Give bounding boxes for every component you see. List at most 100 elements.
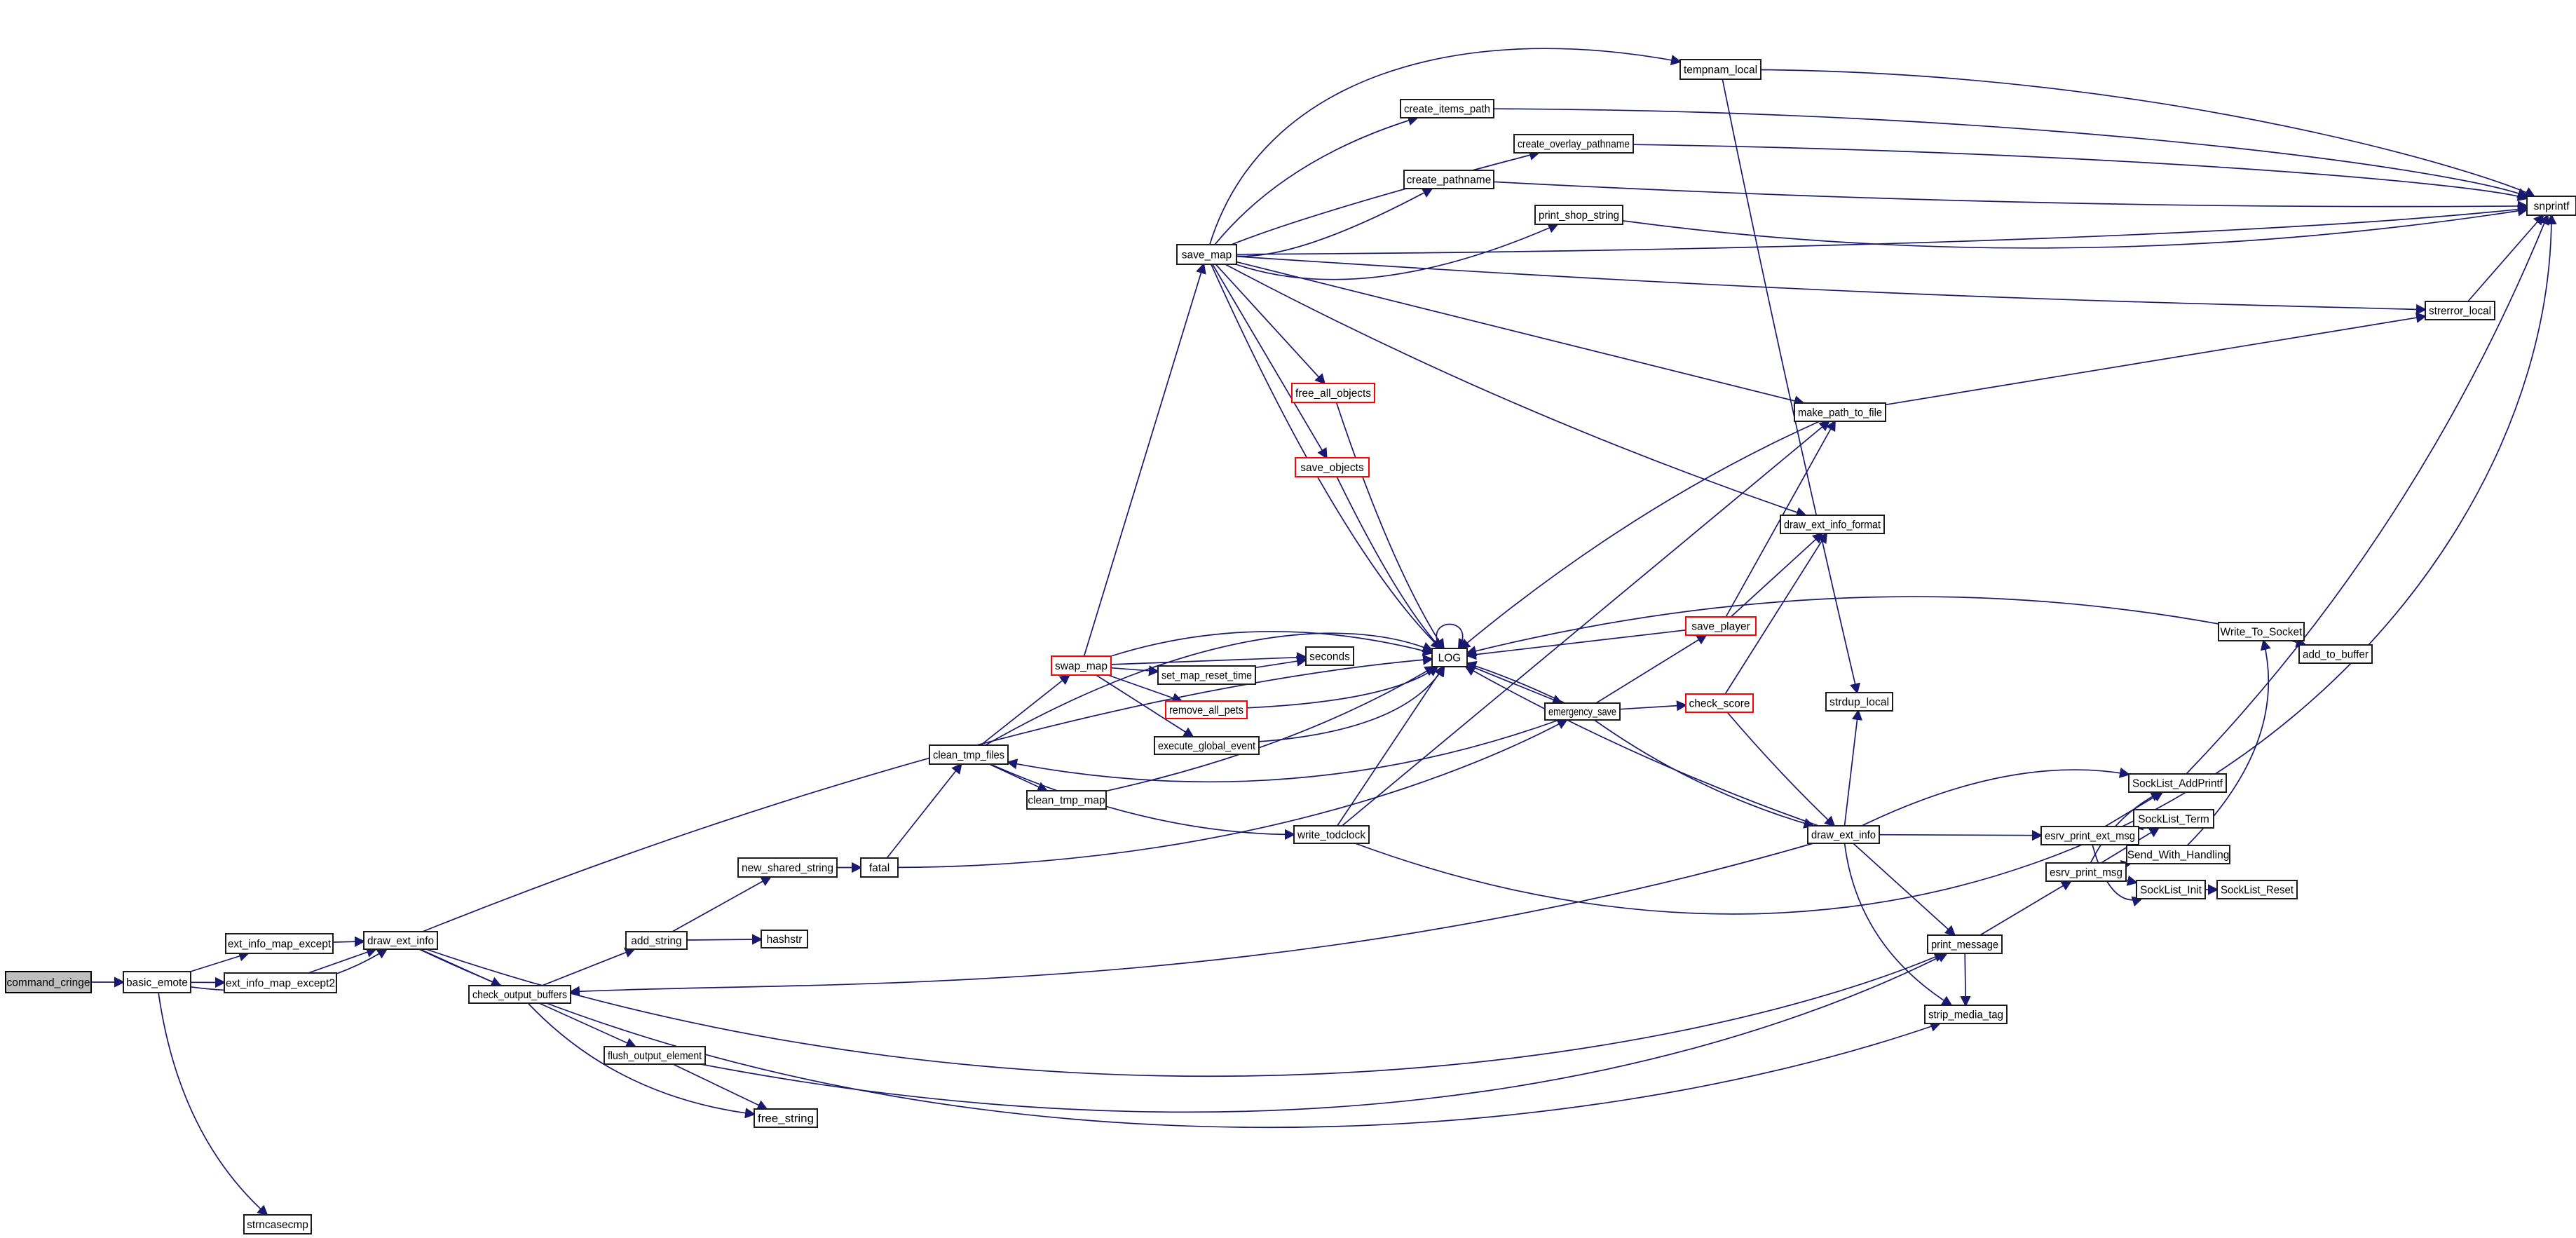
graph-node-save_map[interactable]: save_map [1176,244,1237,265]
graph-node-clean_tmp_files[interactable]: clean_tmp_files [929,744,1009,765]
graph-edge-add_string-to-new_shared_string [672,876,772,932]
graph-node-check_score[interactable]: check_score [1685,693,1754,713]
graph-node-flush_output_element[interactable]: flush_output_element [604,1046,706,1065]
graph-node-esrv_print_msg[interactable]: esrv_print_msg [2045,862,2127,882]
graph-node-SockList_AddPrintf[interactable]: SockList_AddPrintf [2128,773,2227,793]
graph-edge-draw_ext_info_r-to-check_output_buffers [568,843,1813,997]
graph-edge-emergency_save-to-save_player [1595,634,1708,704]
graph-node-write_todclock[interactable]: write_todclock [1293,825,1370,844]
graph-node-label: strip_media_tag [1928,1009,2003,1021]
graph-edge-check_score-to-draw_ext_info_format [1724,532,1828,695]
graph-edge-draw_ext_info_r-to-LOG [1464,665,1819,827]
graph-node-label: strerror_local [2429,306,2491,318]
graph-node-label: strncasecmp [247,1219,308,1231]
graph-node-tempnam_local[interactable]: tempnam_local [1679,59,1761,80]
graph-node-save_objects[interactable]: save_objects [1295,457,1370,477]
graph-node-set_map_reset_time[interactable]: set_map_reset_time [1157,665,1256,685]
graph-node-create_overlay_pathname[interactable]: create_overlay_pathname [1513,134,1634,154]
graph-node-execute_global_event[interactable]: execute_global_event [1154,736,1260,755]
graph-node-label: create_pathname [1407,175,1492,186]
graph-node-strip_media_tag[interactable]: strip_media_tag [1924,1005,2008,1024]
graph-edge-execute_global_event-to-LOG [1258,665,1445,742]
graph-edge-save_player-to-LOG [1465,629,1686,660]
graph-node-strdup_local[interactable]: strdup_local [1825,692,1893,712]
graph-edge-set_map_reset_time-to-seconds [1255,655,1308,669]
graph-node-label: remove_all_pets [1169,705,1243,716]
graph-edge-add_string-to-hashstr [686,934,763,945]
graph-edge-esrv_print_ext_msg-to-SockList_Init [2092,844,2144,907]
graph-node-Write_To_Socket[interactable]: Write_To_Socket [2218,622,2305,641]
graph-edge-write_todclock-to-snprintf [1355,213,2557,915]
graph-node-remove_all_pets[interactable]: remove_all_pets [1165,700,1248,719]
graph-node-strerror_local[interactable]: strerror_local [2425,301,2495,320]
graph-node-SockList_Init[interactable]: SockList_Init [2136,880,2206,899]
graph-node-SockList_Reset[interactable]: SockList_Reset [2216,880,2298,899]
graph-node-label: LOG [1438,653,1461,665]
graph-edge-strerror_local-to-snprintf [2467,214,2544,302]
graph-node-Send_With_Handling[interactable]: Send_With_Handling [2126,845,2230,864]
graph-edge-make_path_to_file-to-LOG [1459,421,1820,650]
graph-edge-draw_ext_info_r-to-SockList_AddPrintf [1861,767,2131,827]
graph-edge-draw_ext_info_r-to-print_message [1853,843,1956,937]
graph-node-ext_info_map_except[interactable]: ext_info_map_except [225,933,334,954]
graph-node-draw_ext_info_r[interactable]: draw_ext_info [1807,825,1880,844]
graph-node-fatal[interactable]: fatal [860,857,899,878]
graph-node-label: ext_info_map_except [228,939,332,951]
graph-node-clean_tmp_map[interactable]: clean_tmp_map [1026,790,1107,810]
graph-edge-ext_info_map_except2-to-draw_ext_info_l [308,947,378,974]
graph-node-create_pathname[interactable]: create_pathname [1403,170,1494,189]
graph-node-label: free_all_objects [1295,388,1371,400]
graph-node-add_string[interactable]: add_string [625,931,688,950]
graph-node-basic_emote[interactable]: basic_emote [123,971,191,993]
graph-edge-tempnam_local-to-strdup_local [1722,79,1860,695]
graph-node-label: draw_ext_info_format [1784,519,1881,531]
graph-node-emergency_save[interactable]: emergency_save [1544,702,1621,721]
graph-edge-clean_tmp_files-to-LOG [985,632,1434,746]
graph-node-new_shared_string[interactable]: new_shared_string [737,857,838,878]
graph-node-print_shop_string[interactable]: print_shop_string [1534,205,1623,225]
graph-node-esrv_print_ext_msg[interactable]: esrv_print_ext_msg [2040,826,2139,845]
graph-edge-save_map-to-create_pathname [1236,187,1433,257]
graph-node-label: add_string [631,935,681,947]
graph-edge-basic_emote-to-strncasecmp [158,992,268,1216]
graph-node-create_items_path[interactable]: create_items_path [1400,99,1494,118]
graph-edge-print_shop_string-to-snprintf [1622,205,2529,249]
graph-node-free_all_objects[interactable]: free_all_objects [1291,383,1375,403]
graph-edge-save_map-to-print_shop_string [1235,223,1559,280]
graph-node-hashstr[interactable]: hashstr [761,930,808,948]
graph-edge-clean_tmp_files-to-write_todclock [990,763,1296,841]
graph-node-ext_info_map_except2[interactable]: ext_info_map_except2 [224,972,337,993]
graph-edge-check_output_buffers-to-flush_output_element [538,1002,637,1048]
graph-node-seconds[interactable]: seconds [1305,646,1354,666]
graph-node-label: check_output_buffers [472,989,567,1001]
graph-edge-save_player-to-draw_ext_info_format [1730,532,1824,618]
graph-edge-swap_map-to-remove_all_pets [1108,674,1183,703]
graph-node-SockList_Term[interactable]: SockList_Term [2133,809,2214,829]
graph-node-add_to_buffer[interactable]: add_to_buffer [2298,644,2373,664]
graph-node-strncasecmp[interactable]: strncasecmp [243,1214,312,1234]
graph-node-label: create_items_path [1404,104,1490,116]
graph-node-label: save_map [1182,250,1232,261]
graph-edge-emergency_save-to-LOG [1465,660,1565,704]
graph-edge-make_path_to_file-to-strerror_local [1885,312,2427,406]
graph-node-LOG[interactable]: LOG [1431,648,1468,667]
graph-node-label: free_string [758,1113,814,1125]
graph-node-swap_map[interactable]: swap_map [1051,655,1112,676]
graph-node-label: add_to_buffer [2303,649,2369,661]
graph-node-make_path_to_file[interactable]: make_path_to_file [1794,402,1886,422]
graph-node-snprintf[interactable]: snprintf [2526,196,2576,216]
graph-edge-save_map-to-strerror_local [1236,255,2427,315]
graph-node-draw_ext_info_l[interactable]: draw_ext_info [363,931,438,950]
graph-node-label: hashstr [767,934,803,946]
graph-node-label: ext_info_map_except2 [226,978,335,990]
graph-node-save_player[interactable]: save_player [1685,616,1757,636]
graph-node-print_message[interactable]: print_message [1927,934,2003,954]
graph-node-free_string[interactable]: free_string [754,1108,818,1128]
graph-node-command_cringe[interactable]: command_cringe [5,971,92,993]
graph-node-check_output_buffers[interactable]: check_output_buffers [468,985,571,1004]
graph-node-draw_ext_info_format[interactable]: draw_ext_info_format [1780,515,1885,534]
graph-edge-save_map-to-draw_ext_info_format [1225,264,1807,518]
graph-node-label: tempnam_local [1684,64,1757,76]
graph-edge-tempnam_local-to-snprintf [1760,69,2536,198]
graph-edge-esrv_print_msg-to-SockList_Init [2125,875,2139,886]
